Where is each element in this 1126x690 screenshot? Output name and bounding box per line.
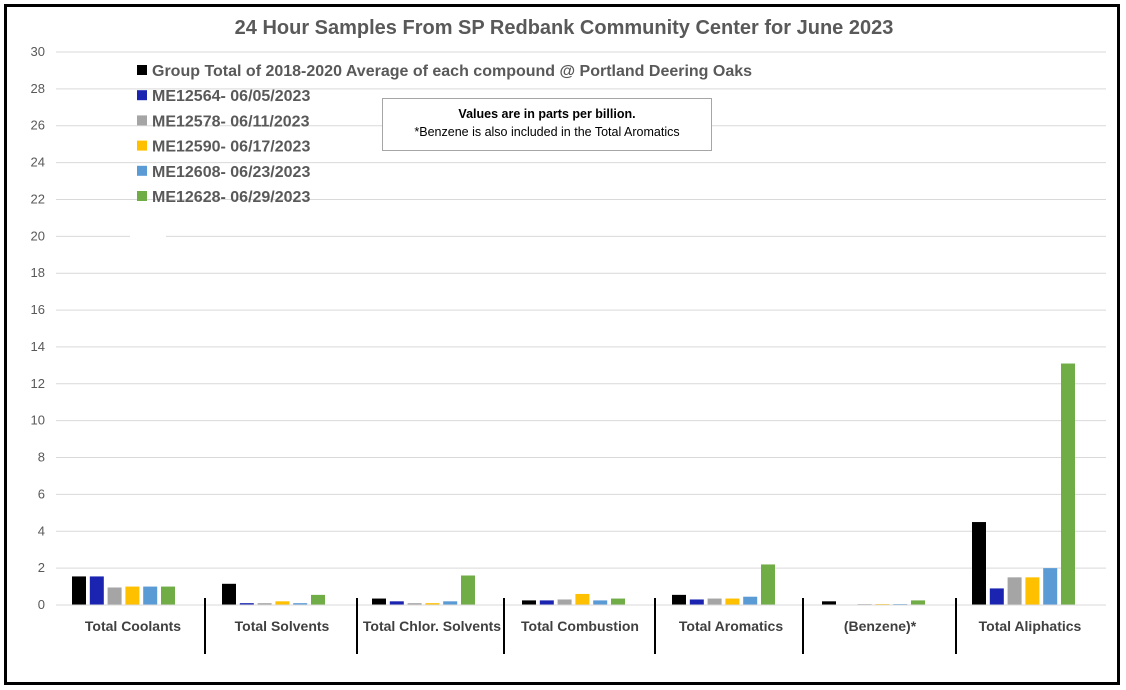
- bar: [539, 600, 554, 605]
- x-axis: [56, 598, 1106, 654]
- bar: [161, 586, 175, 605]
- legend-label: ME12590- 06/17/2023: [152, 139, 310, 156]
- category-labels: Total Coolants Total Solvents Total Chlor.…: [85, 618, 1082, 634]
- legend-swatch: [137, 115, 147, 126]
- category-label: Total Chlor. Solvents: [363, 618, 501, 634]
- category-label: (Benzene)*: [844, 618, 917, 634]
- legend-swatch: [137, 65, 147, 75]
- bar: [725, 598, 740, 605]
- bar: [372, 598, 386, 605]
- category-label: Total Aliphatics: [979, 618, 1082, 634]
- chart-title: 24 Hour Samples From SP Redbank Communit…: [235, 17, 894, 39]
- legend-swatch: [137, 191, 147, 201]
- annotation-line-1: Values are in parts per billion.: [458, 107, 636, 121]
- y-tick-label: 16: [31, 302, 45, 317]
- bar: [707, 598, 722, 605]
- legend-swatch: [137, 140, 147, 151]
- y-tick-label: 12: [31, 376, 45, 391]
- bar: [239, 603, 254, 605]
- bar: [407, 603, 422, 605]
- bar: [1007, 577, 1022, 605]
- y-tick-label: 10: [31, 413, 45, 428]
- category-label: Total Combustion: [521, 618, 639, 634]
- bar: [672, 594, 686, 605]
- bar: [911, 600, 925, 605]
- legend: Group Total of 2018-2020 Average of each…: [130, 63, 752, 246]
- legend-label: ME12564- 06/05/2023: [152, 88, 310, 105]
- y-tick-label: 22: [31, 191, 45, 206]
- category-label: Total Coolants: [85, 618, 181, 634]
- category-label: Total Aromatics: [679, 618, 783, 634]
- bar: [443, 601, 458, 605]
- annotation-line-2: *Benzene is also included in the Total A…: [414, 125, 680, 139]
- y-tick-label: 4: [38, 523, 45, 538]
- legend-swatch: [137, 165, 147, 176]
- bar: [761, 564, 775, 605]
- bar: [311, 594, 325, 605]
- gridlines: [56, 51, 1106, 569]
- bar: [257, 603, 272, 605]
- bar: [689, 599, 704, 605]
- bars: [72, 363, 1075, 605]
- bar: [593, 600, 608, 605]
- bar: [461, 575, 475, 605]
- bar: [575, 593, 590, 605]
- y-tick-label: 18: [31, 265, 45, 280]
- bar: [275, 601, 290, 605]
- bar: [822, 601, 836, 605]
- bar: [107, 587, 122, 605]
- bar: [222, 583, 236, 605]
- y-tick-label: 6: [38, 486, 45, 501]
- bar: [125, 586, 140, 605]
- bar: [972, 522, 986, 605]
- y-tick-label: 0: [38, 597, 45, 612]
- y-tick-label: 8: [38, 450, 45, 465]
- y-tick-label: 26: [31, 118, 45, 133]
- annotation-box: Values are in parts per billion. *Benzen…: [382, 98, 712, 151]
- bar: [1025, 577, 1040, 605]
- y-tick-label: 2: [38, 560, 45, 575]
- bar: [293, 603, 308, 605]
- bar: [557, 599, 572, 605]
- bar: [743, 596, 758, 605]
- legend-label: ME12578- 06/11/2023: [152, 113, 310, 130]
- y-tick-label: 30: [31, 44, 45, 59]
- bar: [89, 576, 104, 605]
- bar: [389, 601, 404, 605]
- legend-label: Group Total of 2018-2020 Average of each…: [152, 63, 752, 80]
- legend-background: [130, 230, 166, 246]
- bar: [522, 600, 536, 605]
- y-tick-label: 20: [31, 228, 45, 243]
- bar: [425, 603, 440, 605]
- bar: [72, 576, 86, 605]
- legend-label: ME12628- 06/29/2023: [152, 189, 310, 206]
- y-tick-label: 24: [31, 155, 45, 170]
- bar: [1061, 363, 1075, 605]
- legend-swatch: [137, 90, 147, 101]
- bar: [611, 598, 625, 605]
- legend-label: ME12608- 06/23/2023: [152, 164, 310, 181]
- bar: [1043, 568, 1058, 605]
- y-tick-label: 28: [31, 81, 45, 96]
- bar: [989, 588, 1004, 605]
- y-tick-label: 14: [31, 339, 45, 354]
- bar: [143, 586, 158, 605]
- category-label: Total Solvents: [235, 618, 330, 634]
